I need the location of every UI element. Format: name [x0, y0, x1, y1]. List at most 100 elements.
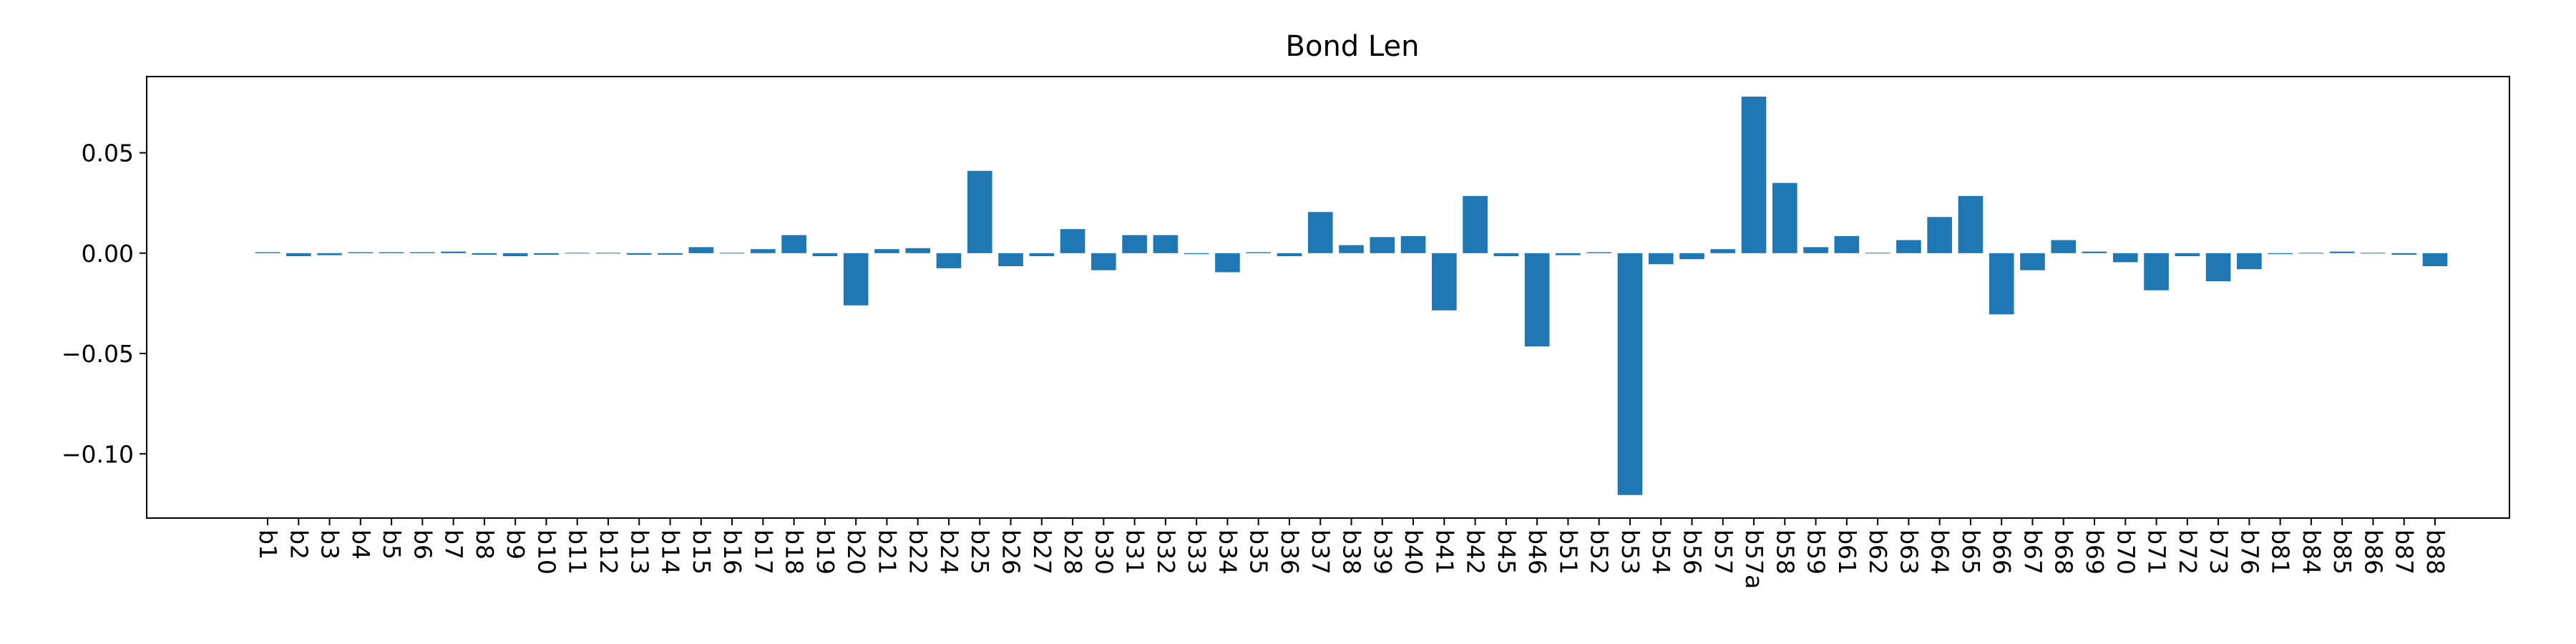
x-tick-label: b71: [2143, 530, 2171, 575]
bar-b88: [2422, 253, 2448, 267]
x-tick-label: b53: [1616, 530, 1644, 575]
bar-b57a: [1741, 97, 1767, 253]
bar-b6: [410, 252, 435, 253]
x-tick-label: b65: [1957, 530, 1985, 575]
y-tick-label: −0.10: [62, 440, 134, 468]
bar-b68: [2051, 240, 2077, 253]
x-tick-label: b56: [1678, 530, 1706, 575]
bar-b21: [874, 249, 899, 253]
bar-b25: [967, 170, 992, 253]
x-tick-label: b11: [564, 530, 592, 575]
x-tick-label: b61: [1833, 530, 1861, 575]
plot-frame: [146, 76, 2510, 519]
bar-b17: [751, 249, 776, 253]
bar-b63: [1896, 240, 1921, 253]
x-tick-label: b63: [1895, 530, 1923, 575]
bar-b31: [1122, 235, 1147, 253]
bar-b66: [1989, 253, 2014, 315]
bar-b1: [255, 252, 280, 253]
x-tick-label: b88: [2421, 530, 2449, 575]
bar-b36: [1277, 253, 1302, 257]
bar-b24: [936, 253, 962, 268]
bar-b67: [2020, 253, 2045, 270]
bar-b18: [781, 235, 806, 253]
chart-title: Bond Len: [1286, 30, 1420, 63]
x-tick-label: b41: [1430, 530, 1458, 575]
x-tick-label: b19: [811, 530, 839, 575]
bar-b52: [1586, 252, 1611, 253]
bar-b54: [1648, 253, 1674, 265]
x-tick-label: b73: [2205, 530, 2233, 575]
bar-b13: [626, 253, 652, 255]
x-tick-label: b36: [1276, 530, 1304, 575]
bar-b65: [1958, 195, 1984, 253]
bar-b58: [1772, 182, 1797, 253]
x-tick-label: b33: [1183, 530, 1211, 575]
y-tick-label: 0.05: [82, 140, 134, 167]
bar-b76: [2237, 253, 2262, 270]
x-tick-label: b2: [285, 530, 313, 560]
bar-b5: [379, 252, 404, 253]
x-tick-label: b25: [966, 530, 994, 575]
bar-b3: [317, 253, 342, 255]
x-tick-label: b67: [2019, 530, 2046, 575]
x-tick-label: b15: [688, 530, 716, 575]
x-tick-label: b34: [1214, 530, 1241, 575]
bar-b87: [2391, 253, 2417, 255]
bar-b10: [534, 253, 559, 255]
x-tick-label: b21: [873, 530, 901, 575]
x-tick-label: b12: [595, 530, 623, 575]
bar-b53: [1617, 253, 1643, 495]
x-tick-label: b39: [1369, 530, 1397, 575]
x-tick-label: b32: [1152, 530, 1180, 575]
bar-b85: [2329, 251, 2355, 253]
bar-b22: [905, 248, 931, 253]
x-tick-label: b64: [1926, 530, 1954, 575]
x-tick-label: b81: [2267, 530, 2295, 575]
x-tick-label: b18: [781, 530, 809, 575]
bar-b56: [1679, 253, 1704, 260]
x-tick-label: b58: [1771, 530, 1799, 575]
x-tick-label: b26: [997, 530, 1025, 575]
x-tick-label: b46: [1523, 530, 1551, 575]
x-tick-label: b30: [1090, 530, 1118, 575]
x-tick-label: b70: [2112, 530, 2140, 575]
x-tick-label: b9: [502, 530, 530, 560]
x-tick-label: b86: [2359, 530, 2387, 575]
x-tick-label: b72: [2174, 530, 2202, 575]
bar-b71: [2144, 253, 2169, 291]
x-tick-label: b45: [1493, 530, 1521, 575]
x-tick-label: b57: [1709, 530, 1737, 575]
x-tick-label: b1: [254, 530, 282, 560]
x-tick-label: b54: [1647, 530, 1675, 575]
x-tick-label: b85: [2328, 530, 2356, 575]
bar-b51: [1556, 253, 1581, 255]
bar-b39: [1370, 237, 1395, 253]
bar-b46: [1524, 253, 1550, 347]
bar-b34: [1215, 253, 1240, 273]
bar-b15: [688, 247, 714, 253]
x-tick-label: b24: [935, 530, 963, 575]
x-tick-label: b37: [1307, 530, 1335, 575]
bar-b14: [658, 253, 683, 255]
bar-b37: [1307, 212, 1333, 253]
bar-b70: [2112, 253, 2138, 263]
x-axis: b1 b2 b3 b4 b5 b6 b7 b8 b9 b10 b11 b12 b13 b14 b15 b16 b…: [254, 518, 2449, 589]
bar-b9: [502, 253, 528, 257]
bar-b27: [1029, 253, 1055, 257]
bar-b2: [286, 253, 311, 257]
x-tick-label: b66: [1988, 530, 2016, 575]
x-tick-label: b4: [347, 530, 375, 560]
x-tick-label: b59: [1802, 530, 1830, 575]
x-tick-label: b28: [1059, 530, 1087, 575]
x-tick-label: b7: [440, 530, 468, 560]
bar-b7: [441, 251, 466, 253]
y-tick-label: −0.05: [62, 340, 134, 368]
x-tick-label: b17: [749, 530, 777, 575]
bar-b19: [812, 253, 838, 257]
y-tick-label: 0.00: [82, 240, 134, 268]
bar-b26: [998, 253, 1023, 267]
bar-b35: [1246, 252, 1271, 253]
bar-b42: [1463, 195, 1488, 253]
